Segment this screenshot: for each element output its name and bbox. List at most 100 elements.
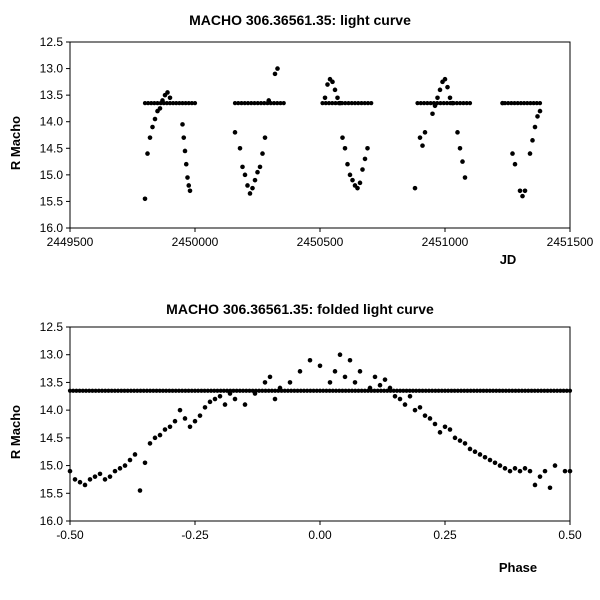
x-tick-label: -0.50 (56, 528, 84, 542)
x-axis-label: JD (500, 252, 517, 267)
data-point (530, 138, 535, 143)
data-point (532, 482, 538, 488)
baseline-point (215, 388, 220, 393)
data-point (92, 474, 98, 479)
data-point (527, 151, 533, 156)
baseline-point (468, 388, 473, 393)
baseline-point (330, 101, 335, 106)
baseline-point (423, 388, 428, 393)
data-point (212, 396, 218, 402)
baseline-point (224, 388, 230, 393)
baseline-point (141, 388, 146, 393)
data-point (187, 424, 193, 430)
data-point (142, 460, 148, 466)
plot-area-frame (69, 326, 571, 522)
baseline-point (237, 388, 242, 393)
data-point (197, 413, 203, 418)
data-point (177, 407, 183, 413)
y-tick-label: 14.0 (40, 403, 64, 417)
baseline-point (458, 101, 463, 106)
data-point (520, 193, 525, 199)
data-point (457, 145, 463, 151)
y-tick-label: 14.5 (40, 431, 64, 445)
baseline-point (83, 388, 89, 393)
baseline-point (521, 101, 527, 106)
baseline-point (236, 101, 241, 106)
y-tick-label: 16.0 (40, 514, 64, 528)
baseline-point (404, 388, 409, 393)
data-point (172, 418, 178, 424)
baseline-point (506, 101, 511, 106)
baseline-point (474, 388, 480, 393)
baseline-point (321, 388, 326, 393)
data-point (430, 111, 435, 117)
data-point (492, 460, 498, 466)
x-tick-label: 2449500 (47, 235, 94, 249)
chart-title: MACHO 306.36561.35: folded light curve (166, 301, 434, 317)
baseline-point (103, 388, 108, 393)
baseline-point (273, 388, 278, 393)
baseline-point (115, 388, 121, 393)
baseline-point (160, 388, 166, 393)
data-point (420, 143, 425, 148)
x-tick-label: 0.25 (433, 528, 457, 542)
data-point (232, 130, 238, 135)
baseline-point (218, 388, 223, 393)
data-point (117, 466, 123, 471)
baseline-point (438, 101, 443, 106)
baseline-point (391, 388, 396, 393)
data-point (357, 369, 363, 374)
tick-layer: 12.5 13.0 13.5 14.0 14.5 15.0 15.5 16.0-0.50 -0.… (40, 320, 582, 542)
baseline-point (441, 101, 446, 106)
baseline-point (458, 388, 464, 393)
baseline-point (177, 101, 182, 106)
data-point (82, 482, 88, 488)
baseline-point (407, 388, 412, 393)
baseline-point (258, 101, 264, 106)
baseline-point (537, 101, 543, 106)
baseline-point (394, 388, 400, 393)
data-point (435, 95, 440, 101)
data-point (357, 180, 363, 186)
baseline-point (317, 388, 323, 393)
data-point (417, 135, 423, 140)
baseline-point (455, 388, 460, 393)
data-point (337, 352, 343, 358)
data-point (145, 151, 150, 156)
baseline-point (148, 388, 153, 393)
baseline-point (308, 388, 313, 393)
data-point (562, 468, 568, 474)
baseline-point (494, 388, 499, 393)
baseline-point (446, 388, 451, 393)
point-layer (142, 66, 543, 202)
baseline-point (171, 101, 176, 106)
data-point (167, 95, 173, 101)
baseline-point (401, 388, 406, 393)
baseline-point (414, 388, 419, 393)
data-point (262, 135, 268, 140)
baseline-point (532, 388, 537, 393)
baseline-point (561, 388, 566, 393)
data-point (542, 468, 548, 474)
baseline-point (346, 101, 351, 106)
baseline-point (298, 388, 303, 393)
data-point (180, 122, 185, 127)
data-point (187, 188, 193, 194)
baseline-point (174, 101, 179, 106)
baseline-point (271, 101, 277, 106)
baseline-point (353, 388, 358, 393)
baseline-point (439, 388, 444, 393)
baseline-point (132, 388, 137, 393)
folded-light-curve-chart: MACHO 306.36561.35: folded light curve R… (8, 301, 582, 575)
data-point (442, 76, 448, 82)
baseline-point (144, 388, 150, 393)
data-point (460, 159, 465, 164)
baseline-point (247, 388, 252, 393)
light-curve-chart: MACHO 306.36561.35: light curve R Macho … (8, 12, 594, 267)
baseline-point (352, 101, 358, 106)
baseline-point (426, 388, 432, 393)
data-point (347, 357, 353, 363)
baseline-point (199, 388, 204, 393)
baseline-point (487, 388, 492, 393)
